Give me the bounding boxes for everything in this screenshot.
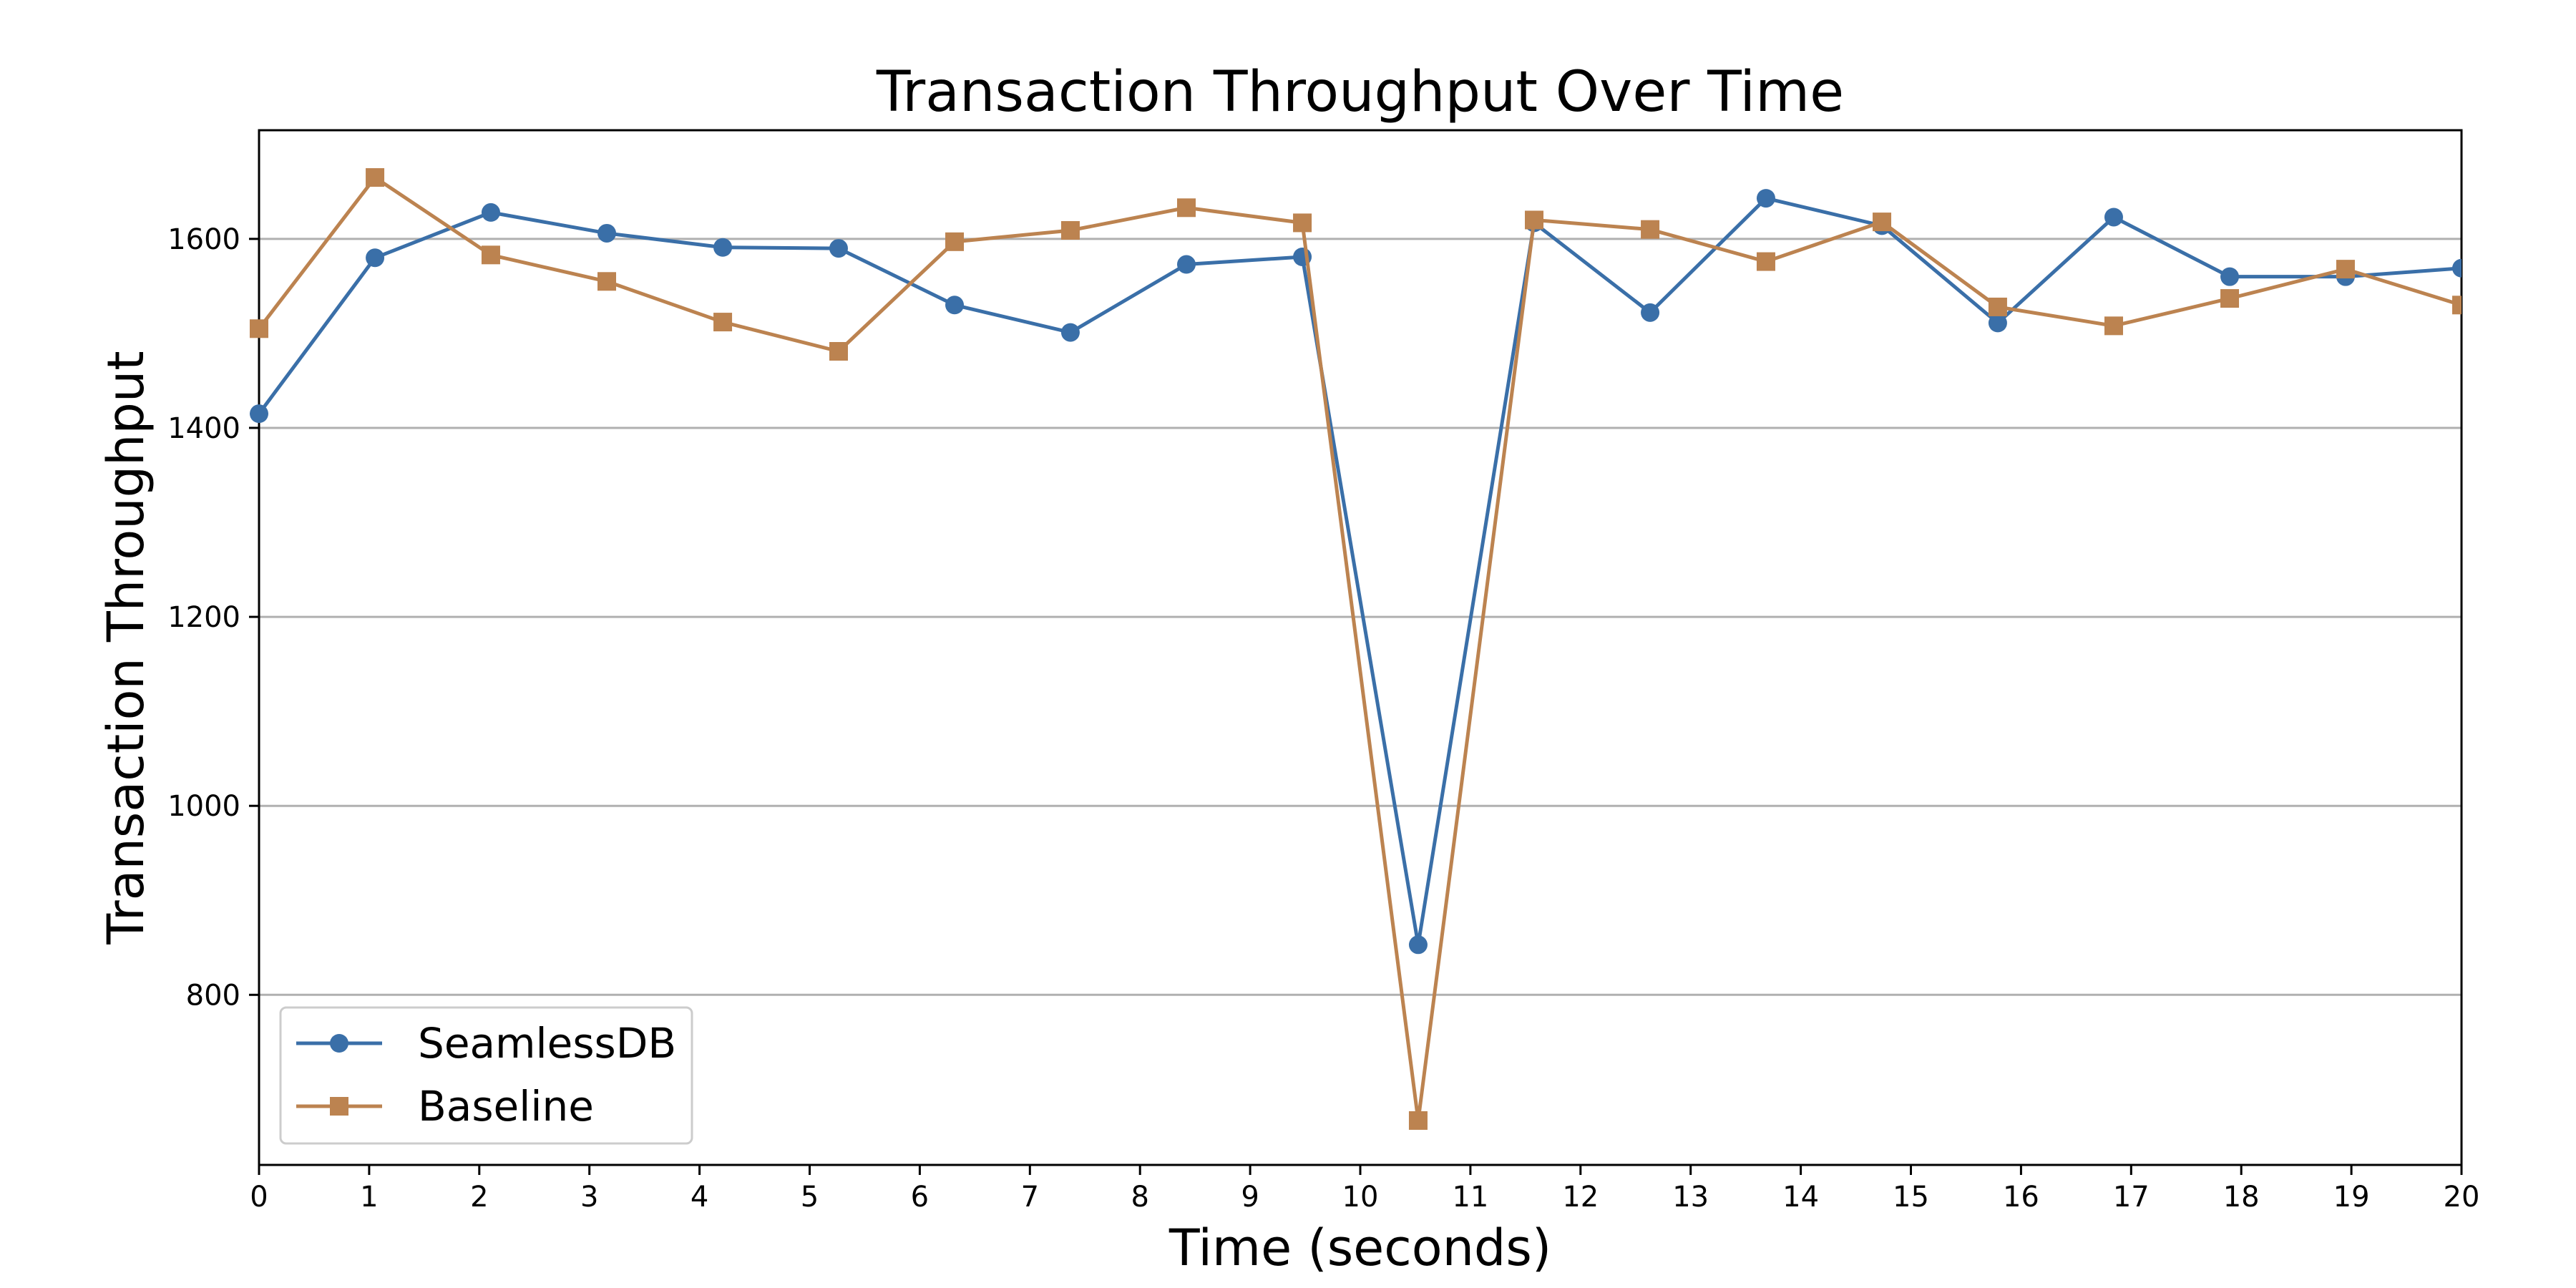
data-point-baseline-3 (597, 272, 617, 291)
data-point-baseline-12 (1641, 220, 1660, 239)
data-point-seamlessdb-4 (713, 238, 733, 257)
x-tick-label-16: 16 (2003, 1181, 2039, 1214)
data-point-baseline-18 (2336, 260, 2355, 279)
data-point-baseline-17 (2220, 289, 2240, 308)
y-tick-label-800: 800 (186, 979, 240, 1012)
x-tick-label-13: 13 (1672, 1181, 1709, 1214)
x-tick-label-19: 19 (2333, 1181, 2370, 1214)
gridlines (259, 238, 2462, 996)
x-tick-label-9: 9 (1241, 1181, 1259, 1214)
data-point-baseline-5 (829, 342, 848, 361)
series-line-baseline (258, 175, 2462, 1123)
data-point-seamlessdb-16 (2104, 208, 2123, 227)
data-point-seamlessdb-5 (829, 239, 848, 258)
data-point-baseline-16 (2104, 316, 2123, 336)
x-tick-label-6: 6 (911, 1181, 929, 1214)
x-tick-label-10: 10 (1342, 1181, 1379, 1214)
data-point-seamlessdb-0 (250, 404, 268, 424)
x-tick-label-15: 15 (1893, 1181, 1929, 1214)
x-tick-label-3: 3 (580, 1181, 598, 1214)
x-tick-label-1: 1 (360, 1181, 378, 1214)
data-point-baseline-11 (1525, 210, 1544, 230)
x-tick-label-17: 17 (2113, 1181, 2150, 1214)
data-point-baseline-0 (250, 319, 268, 338)
data-point-baseline-14 (1873, 213, 1892, 232)
series-seamlessdb (250, 189, 2462, 955)
data-point-seamlessdb-17 (2220, 267, 2240, 286)
x-tick-label-8: 8 (1131, 1181, 1148, 1214)
x-tick-label-4: 4 (691, 1181, 708, 1214)
y-axis-title: Transaction Throughput (97, 351, 155, 945)
data-point-baseline-10 (1408, 1111, 1428, 1130)
data-point-baseline-4 (713, 313, 733, 332)
legend: SeamlessDB Baseline (279, 1006, 693, 1145)
data-point-baseline-6 (945, 232, 965, 251)
legend-entry-seamlessdb: SeamlessDB (296, 1019, 676, 1068)
legend-box (279, 1006, 693, 1145)
x-tick-label-18: 18 (2223, 1181, 2260, 1214)
axis-ticks: 0 1 2 3 4 5 6 7 8 9 10 11 12 13 14 15 16 17 18 19 2080010001… (167, 223, 2479, 1214)
legend-marker-seamlessdb (330, 1034, 348, 1053)
x-tick-label-20: 20 (2444, 1181, 2480, 1214)
legend-entries: SeamlessDB Baseline (296, 1019, 676, 1131)
x-tick-label-11: 11 (1452, 1181, 1488, 1214)
data-point-seamlessdb-1 (366, 248, 385, 268)
data-point-seamlessdb-10 (1408, 935, 1428, 955)
y-tick-label-1200: 1200 (167, 601, 240, 634)
x-tick-label-5: 5 (801, 1181, 819, 1214)
data-point-seamlessdb-13 (1756, 189, 1775, 208)
chart-title: Transaction Throughput Over Time (876, 60, 1844, 125)
series-line-seamlessdb (257, 196, 2462, 947)
x-tick-label-14: 14 (1782, 1181, 1819, 1214)
x-tick-label-7: 7 (1021, 1181, 1039, 1214)
x-tick-label-2: 2 (470, 1181, 488, 1214)
x-tick-label-12: 12 (1562, 1181, 1599, 1214)
data-point-seamlessdb-7 (1060, 323, 1080, 342)
data-point-baseline-8 (1176, 198, 1196, 218)
data-point-baseline-2 (481, 245, 500, 265)
x-axis-title: Time (seconds) (1169, 1219, 1551, 1277)
series-lines (250, 168, 2462, 1130)
data-point-seamlessdb-6 (945, 296, 965, 315)
data-point-seamlessdb-15 (1988, 313, 2007, 333)
data-point-baseline-15 (1988, 297, 2007, 316)
data-point-baseline-9 (1293, 213, 1312, 233)
data-point-baseline-19 (2452, 296, 2462, 315)
x-tick-label-0: 0 (250, 1181, 268, 1214)
legend-entry-baseline: Baseline (296, 1082, 594, 1131)
data-point-baseline-1 (366, 168, 385, 187)
data-point-seamlessdb-3 (597, 223, 617, 243)
data-point-baseline-7 (1060, 220, 1080, 240)
y-tick-label-1000: 1000 (167, 790, 240, 823)
data-point-baseline-13 (1756, 252, 1775, 271)
data-point-seamlessdb-19 (2452, 258, 2462, 278)
y-tick-label-1600: 1600 (167, 223, 240, 256)
legend-marker-baseline (330, 1097, 348, 1116)
legend-label-seamlessdb: SeamlessDB (418, 1019, 676, 1068)
data-point-seamlessdb-8 (1176, 255, 1196, 274)
series-baseline (250, 168, 2462, 1130)
y-tick-label-1400: 1400 (167, 412, 240, 445)
data-point-seamlessdb-2 (481, 203, 500, 222)
legend-label-baseline: Baseline (418, 1082, 594, 1131)
data-point-seamlessdb-12 (1641, 303, 1660, 322)
